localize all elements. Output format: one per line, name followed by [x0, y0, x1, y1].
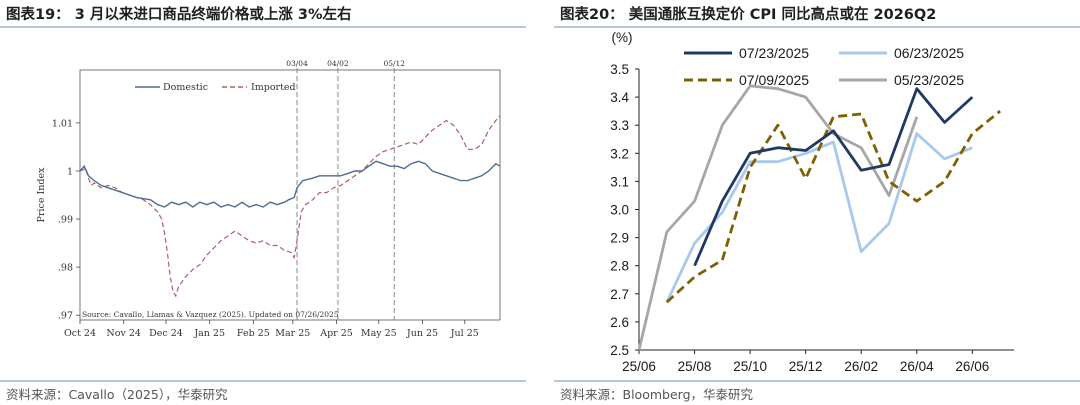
x-tick-label: Feb 25 [237, 328, 270, 339]
y-tick-label: .99 [58, 215, 73, 226]
legend-label-domestic: Domestic [163, 82, 208, 93]
y-tick-label: 3.1 [610, 174, 629, 189]
y-tick-label: .97 [58, 311, 73, 322]
y-axis-unit: (%) [612, 30, 633, 45]
left-chart: .97 .98 .99 1 1.01 Price Index Oct 24 Nov 24 Dec… [36, 59, 501, 339]
event-line-label: 05/12 [383, 59, 405, 68]
x-tick-label: 25/08 [678, 359, 712, 374]
y-tick-label: 2.8 [610, 259, 629, 274]
legend-label-07-09-2025: 07/09/2025 [739, 72, 809, 88]
legend-label-05-23-2025: 05/23/2025 [894, 72, 964, 88]
left-chart-title: 图表19： 3 月以来进口商品终端价格或上涨 3%左右 [6, 7, 352, 23]
y-tick-label: 3.3 [610, 118, 629, 133]
y-tick-label: 3.4 [610, 90, 629, 105]
x-tick-label: Nov 24 [106, 328, 141, 339]
y-tick-label: 2.9 [610, 231, 629, 246]
plot-frame [79, 69, 501, 321]
x-tick-label: Dec 24 [149, 328, 183, 339]
y-tick-label: 2.5 [610, 343, 629, 358]
source-annotation: Source: Cavallo, Llamas & Vazquez (2025)… [82, 310, 339, 319]
x-tick-label: Apr 25 [319, 328, 353, 339]
y-tick-label: 1 [67, 166, 73, 177]
x-tick-label: May 25 [361, 328, 397, 339]
y-tick-label: 2.7 [610, 287, 629, 302]
x-tick-label: Oct 24 [64, 328, 96, 339]
x-tick-label: 25/06 [622, 359, 656, 374]
y-axis-label: Price Index [36, 167, 47, 223]
y-tick-label: 2.6 [610, 315, 629, 330]
legend: 07/23/2025 06/23/2025 07/09/2025 05/23/2025 [684, 45, 964, 88]
series-line-07-23-2025 [693, 87, 974, 267]
left-title-rule [0, 26, 526, 28]
left-panel: 图表19： 3 月以来进口商品终端价格或上涨 3%左右 .97 .98 .99 1 1.… [0, 0, 526, 405]
right-title-rule [554, 26, 1080, 28]
series-line-domestic [79, 160, 501, 208]
y-tick-label: 3.2 [610, 146, 629, 161]
x-tick-label: 25/10 [733, 359, 767, 374]
right-source-rule [554, 380, 1080, 382]
series-line-06-23-2025 [665, 132, 973, 303]
y-tick-label: 1.01 [52, 118, 73, 129]
event-line-label: 03/04 [286, 59, 308, 68]
y-tick-label: .98 [58, 263, 73, 274]
legend-label-06-23-2025: 06/23/2025 [894, 45, 964, 61]
x-tick-label: Jan 25 [193, 328, 225, 339]
legend-label-imported: Imported [251, 82, 296, 93]
y-tick-label: 3.0 [610, 203, 629, 218]
right-source: 资料来源：Bloomberg，华泰研究 [560, 387, 753, 402]
x-tick-label: 25/12 [789, 359, 823, 374]
series-line-05-23-2025 [637, 84, 919, 351]
x-tick-label: 26/02 [844, 359, 878, 374]
x-tick-label: Jul 25 [450, 328, 479, 339]
y-tick-label: 3.5 [610, 62, 629, 77]
right-chart-title: 图表20： 美国通胀互换定价 CPI 同比高点或在 2026Q2 [560, 7, 937, 23]
legend: Domestic Imported [135, 82, 296, 93]
x-tick-label: Jun 25 [406, 328, 438, 339]
left-source: 资料来源：Cavallo（2025），华泰研究 [6, 387, 228, 402]
event-line-label: 04/02 [327, 59, 349, 68]
left-source-rule [0, 380, 526, 382]
right-chart: (%) 2.5 2.6 2.7 2.8 2.9 3.0 3.1 3.2 3.3 3.4 3.5 25/0… [610, 30, 1014, 374]
series-line-imported [79, 115, 501, 298]
x-tick-label: 26/06 [955, 359, 989, 374]
right-panel: 图表20： 美国通胀互换定价 CPI 同比高点或在 2026Q2 (%) 2.5 2… [554, 0, 1080, 405]
x-tick-label: 26/04 [900, 359, 934, 374]
x-tick-label: Mar 25 [275, 328, 310, 339]
legend-label-07-23-2025: 07/23/2025 [739, 45, 809, 61]
